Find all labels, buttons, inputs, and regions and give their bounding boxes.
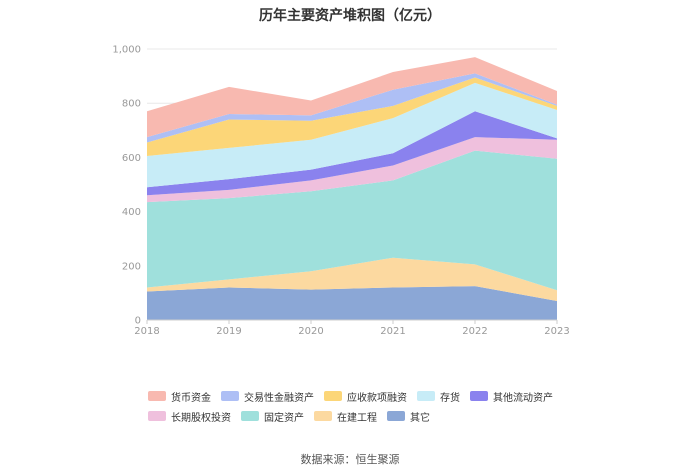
legend-item[interactable]: 在建工程 bbox=[314, 409, 377, 424]
legend-item[interactable]: 其他流动资产 bbox=[470, 389, 553, 404]
legend-row: 长期股权投资 固定资产 在建工程 其它 bbox=[148, 409, 588, 424]
legend-item[interactable]: 固定资产 bbox=[241, 409, 304, 424]
y-tick-label: 600 bbox=[122, 153, 141, 164]
legend-swatch bbox=[417, 391, 435, 401]
x-tick-label: 2018 bbox=[134, 326, 159, 337]
y-tick-label: 0 bbox=[135, 316, 141, 327]
y-tick-label: 1,000 bbox=[112, 45, 141, 56]
legend-swatch bbox=[314, 411, 332, 421]
legend-label: 货币资金 bbox=[171, 392, 211, 404]
legend-label: 存货 bbox=[440, 392, 460, 404]
y-tick-label: 400 bbox=[122, 207, 141, 218]
area-series bbox=[147, 257, 557, 301]
area-series bbox=[147, 150, 557, 291]
x-tick-label: 2020 bbox=[298, 326, 323, 337]
area-series bbox=[147, 82, 557, 188]
legend-swatch bbox=[148, 391, 166, 401]
area-series bbox=[147, 286, 557, 320]
x-tick-label: 2023 bbox=[544, 326, 569, 337]
y-tick-label: 200 bbox=[122, 261, 141, 272]
legend-swatch bbox=[241, 411, 259, 421]
x-tick-label: 2022 bbox=[462, 326, 487, 337]
legend-label: 应收款项融资 bbox=[347, 392, 407, 404]
legend-item[interactable]: 其它 bbox=[387, 409, 430, 424]
legend-swatch bbox=[221, 391, 239, 401]
x-tick-label: 2019 bbox=[216, 326, 241, 337]
area-series bbox=[147, 77, 557, 156]
legend-label: 在建工程 bbox=[337, 412, 377, 424]
legend-swatch bbox=[148, 411, 166, 421]
legend-label: 固定资产 bbox=[264, 412, 304, 424]
legend-swatch bbox=[470, 391, 488, 401]
area-series bbox=[147, 73, 557, 143]
legend-swatch bbox=[324, 391, 342, 401]
legend-row: 货币资金 交易性金融资产 应收款项融资 存货 其他流动资产 bbox=[148, 389, 588, 404]
legend-item[interactable]: 交易性金融资产 bbox=[221, 389, 314, 404]
chart-title: 历年主要资产堆积图（亿元） bbox=[259, 8, 441, 24]
legend-item[interactable]: 应收款项融资 bbox=[324, 389, 407, 404]
legend-label: 长期股权投资 bbox=[171, 412, 231, 424]
legend-label: 交易性金融资产 bbox=[244, 392, 314, 404]
x-tick-label: 2021 bbox=[380, 326, 405, 337]
area-series bbox=[147, 57, 557, 138]
legend-item[interactable]: 货币资金 bbox=[148, 389, 211, 404]
legend-label: 其它 bbox=[410, 412, 430, 424]
data-source-note: 数据来源：恒生聚源 bbox=[300, 453, 400, 466]
area-series bbox=[147, 137, 557, 203]
legend-item[interactable]: 存货 bbox=[417, 389, 460, 404]
legend: 货币资金 交易性金融资产 应收款项融资 存货 其他流动资产长期股权投资 固定资产 在建工程 其… bbox=[148, 389, 588, 429]
legend-label: 其他流动资产 bbox=[493, 392, 553, 404]
y-tick-label: 800 bbox=[122, 99, 141, 110]
legend-item[interactable]: 长期股权投资 bbox=[148, 409, 231, 424]
legend-swatch bbox=[387, 411, 405, 421]
area-series bbox=[147, 111, 557, 196]
